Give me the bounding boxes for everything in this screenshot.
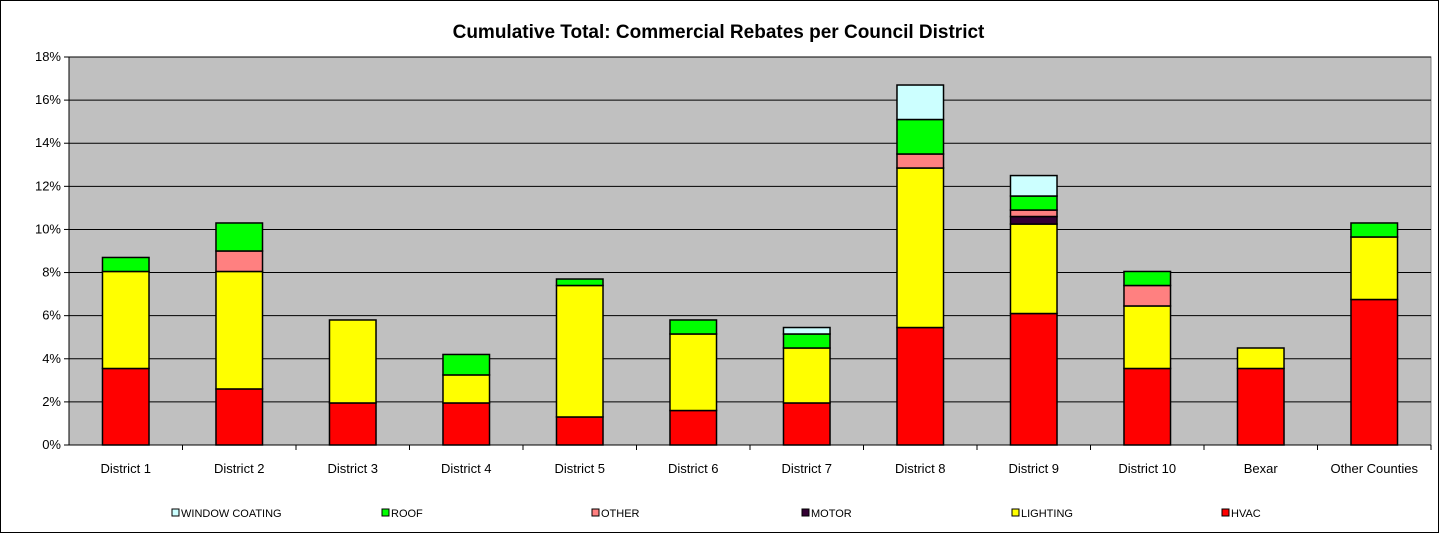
y-tick-label: 12% [35,178,61,193]
bar-roof [669,319,718,335]
legend-swatch [591,508,600,517]
x-tick-label: Bexar [1244,461,1279,476]
legend-swatch [801,508,810,517]
bar-hvac [101,367,150,446]
bar-roof [555,278,604,287]
bar-roof [1123,270,1172,287]
x-tick-label: District 3 [327,461,378,476]
y-tick-label: 18% [35,49,61,64]
legend-label: WINDOW COATING [181,508,282,520]
bar-hvac [555,416,604,446]
bar-hvac [782,402,831,446]
legend-swatch [1221,508,1230,517]
bar-hvac [1236,367,1285,446]
x-tick-label: Other Counties [1331,461,1419,476]
legend-swatch [381,508,390,517]
x-tick-label: District 2 [214,461,265,476]
bar-lighting [896,167,945,329]
bar-other [1009,209,1058,218]
bar-hvac [442,402,491,446]
bar-other [896,153,945,169]
legend-swatch [171,508,180,517]
bar-lighting [1350,236,1399,301]
bar-other [215,250,264,273]
y-tick-label: 6% [42,308,61,323]
bar-hvac [328,402,377,446]
bar-hvac [669,409,718,446]
legend-label: OTHER [601,508,640,520]
bar-window-coating [782,326,831,335]
bar-lighting [215,270,264,390]
bar-hvac [215,388,264,446]
bar-roof [896,118,945,155]
y-tick-label: 0% [42,437,61,452]
bar-window-coating [1009,174,1058,197]
legend-label: MOTOR [811,508,852,520]
chart-title: Cumulative Total: Commercial Rebates per… [452,22,985,43]
bar-lighting [1009,223,1058,315]
x-tick-label: District 6 [668,461,719,476]
bar-roof [1350,222,1399,238]
x-tick-label: District 8 [895,461,946,476]
bar-lighting [782,347,831,404]
y-tick-label: 16% [35,92,61,107]
y-tick-label: 14% [35,135,61,150]
bar-lighting [1236,347,1285,370]
bar-lighting [442,374,491,404]
bar-roof [215,222,264,252]
y-tick-label: 2% [42,394,61,409]
bar-lighting [1123,305,1172,370]
legend-label: ROOF [391,508,423,520]
bar-other [1123,284,1172,307]
y-tick-label: 4% [42,351,61,366]
bar-roof [782,333,831,349]
y-tick-label: 8% [42,265,61,280]
bar-roof [1009,195,1058,211]
y-tick-label: 10% [35,221,61,236]
bar-roof [101,256,150,273]
bar-motor [1009,215,1058,225]
bar-hvac [1350,298,1399,446]
x-tick-label: District 4 [441,461,492,476]
bar-lighting [669,333,718,412]
legend-swatch [1011,508,1020,517]
x-tick-label: District 10 [1118,461,1176,476]
plot-area [68,56,1432,446]
x-tick-label: District 7 [781,461,832,476]
bar-window-coating [896,84,945,121]
bar-hvac [1009,312,1058,446]
legend-label: HVAC [1231,508,1261,520]
bar-hvac [896,326,945,446]
x-tick-label: District 1 [100,461,151,476]
x-tick-label: District 5 [554,461,605,476]
bar-hvac [1123,367,1172,446]
bar-lighting [555,284,604,418]
bar-roof [442,353,491,376]
bar-lighting [328,319,377,404]
bar-lighting [101,270,150,370]
x-tick-label: District 9 [1008,461,1059,476]
legend-label: LIGHTING [1021,508,1073,520]
